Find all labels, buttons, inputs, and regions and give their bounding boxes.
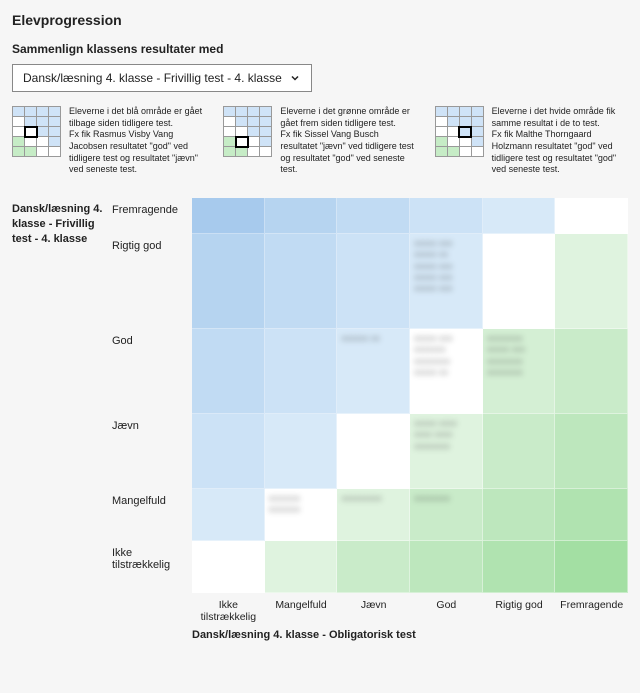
matrix-row: Ikke tilstrækkelig — [112, 541, 628, 593]
x-label: God — [410, 595, 483, 627]
x-label: Jævn — [337, 595, 410, 627]
matrix-cell — [337, 198, 410, 234]
x-label: Ikke tilstrækkelig — [192, 595, 265, 627]
matrix-cell — [555, 198, 628, 234]
matrix-cell: xxxxx xxx xxxxxxx xxxxxxxx xxxxx xx — [410, 329, 483, 414]
matrix-cell — [265, 198, 338, 234]
student-names: xxxxx xxxx xxxx xxxx xxxxxxxx — [414, 418, 478, 452]
legend-swatch — [12, 106, 61, 176]
y-label: God — [112, 329, 192, 414]
matrix-cell — [555, 414, 628, 489]
matrix-cell — [483, 541, 556, 593]
y-label: Ikke tilstrækkelig — [112, 541, 192, 593]
legend-1: Eleverne i det grønne område er gået fre… — [223, 106, 416, 176]
legend-text: Eleverne i det grønne område er gået fre… — [280, 106, 416, 176]
legend-swatch — [435, 106, 484, 176]
progression-matrix: Dansk/læsning 4. klasse - Frivillig test… — [12, 198, 628, 627]
matrix-cell — [337, 414, 410, 489]
comparison-select[interactable]: Dansk/læsning 4. klasse - Frivillig test… — [12, 64, 312, 92]
student-names: xxxxx xxx xxxxx xx xxxxx xxx xxxxx xxx x… — [414, 238, 478, 294]
matrix-cell — [337, 541, 410, 593]
legend-text: Eleverne i det hvide område fik samme re… — [492, 106, 628, 176]
y-label: Rigtig god — [112, 234, 192, 329]
matrix-cell — [265, 329, 338, 414]
comparison-select-value: Dansk/læsning 4. klasse - Frivillig test… — [23, 71, 282, 85]
matrix-cell — [483, 489, 556, 541]
matrix-row: Mangelfuldxxxxxxx xxxxxxxxxxxxxxxxxxxxxx… — [112, 489, 628, 541]
matrix-cell — [555, 234, 628, 329]
matrix-row: Fremragende — [112, 198, 628, 234]
legend-text: Eleverne i det blå område er gået tilbag… — [69, 106, 205, 176]
matrix-cell: xxxxx xxx xxxxx xx xxxxx xxx xxxxx xxx x… — [410, 234, 483, 329]
legend-swatch — [223, 106, 272, 176]
matrix-cell — [192, 234, 265, 329]
matrix-cell — [265, 234, 338, 329]
student-names: xxxxxx xx — [341, 333, 405, 344]
matrix-cell: xxxxxxxx — [410, 489, 483, 541]
matrix-cell — [265, 541, 338, 593]
matrix-cell — [192, 541, 265, 593]
student-names: xxxxxxxxx — [341, 493, 405, 504]
x-axis: Ikke tilstrækkeligMangelfuldJævnGodRigti… — [112, 595, 628, 627]
x-label: Fremragende — [555, 595, 628, 627]
matrix-cell — [410, 198, 483, 234]
matrix-row: Rigtig god xxxxx xxx xxxxx xx xxxxx xxx x… — [112, 234, 628, 329]
matrix-cell: xxxxxxx xxxxxxx — [265, 489, 338, 541]
matrix-row: Jævn xxxxx xxxx xxxx xxxx xxxxxxxx — [112, 414, 628, 489]
matrix-cell: xxxxxxxx xxxxx xxx xxxxxxxx xxxxxxxx — [483, 329, 556, 414]
matrix-cell — [483, 414, 556, 489]
matrix-cell: xxxxxx xx — [337, 329, 410, 414]
student-names: xxxxx xxx xxxxxxx xxxxxxxx xxxxx xx — [414, 333, 478, 378]
legend-2: Eleverne i det hvide område fik samme re… — [435, 106, 628, 176]
page-title: Elevprogression — [12, 12, 628, 28]
matrix-cell — [265, 414, 338, 489]
matrix-cell — [483, 198, 556, 234]
y-label: Jævn — [112, 414, 192, 489]
matrix-cell — [555, 329, 628, 414]
matrix-cell — [192, 198, 265, 234]
compare-label: Sammenlign klassens resultater med — [12, 42, 628, 56]
y-label: Fremragende — [112, 198, 192, 234]
y-label: Mangelfuld — [112, 489, 192, 541]
matrix-cell: xxxxxxxxx — [337, 489, 410, 541]
x-label: Rigtig god — [483, 595, 556, 627]
matrix-cell — [192, 414, 265, 489]
matrix-cell — [192, 329, 265, 414]
matrix-cell — [410, 541, 483, 593]
matrix-cell — [337, 234, 410, 329]
student-names: xxxxxxxx xxxxx xxx xxxxxxxx xxxxxxxx — [487, 333, 551, 378]
x-axis-title: Dansk/læsning 4. klasse - Obligatorisk t… — [192, 629, 628, 641]
matrix-cell — [192, 489, 265, 541]
student-names: xxxxxxx xxxxxxx — [269, 493, 333, 516]
legend-0: Eleverne i det blå område er gået tilbag… — [12, 106, 205, 176]
chevron-down-icon — [289, 72, 301, 84]
matrix-cell: xxxxx xxxx xxxx xxxx xxxxxxxx — [410, 414, 483, 489]
matrix-cell — [483, 234, 556, 329]
legends: Eleverne i det blå område er gået tilbag… — [12, 106, 628, 176]
student-names: xxxxxxxx — [414, 493, 478, 504]
matrix-cell — [555, 489, 628, 541]
y-axis-title: Dansk/læsning 4. klasse - Frivillig test… — [12, 198, 112, 627]
matrix-row: God xxxxxx xx xxxxx xxx xxxxxxx xxxxxxxx x… — [112, 329, 628, 414]
matrix-cell — [555, 541, 628, 593]
x-label: Mangelfuld — [265, 595, 338, 627]
